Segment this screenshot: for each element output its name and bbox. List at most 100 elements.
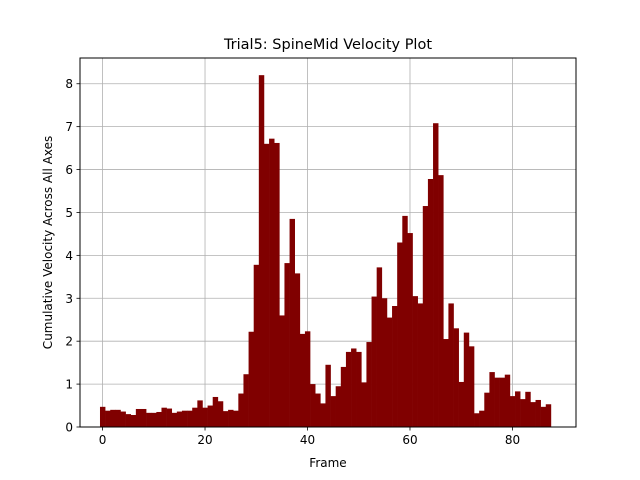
x-tick-labels: 0 20 40 60 80 [99,433,520,447]
bar [222,411,229,427]
bar [361,382,367,427]
bar [105,410,111,427]
bar [263,143,270,427]
x-tick-label: 80 [505,433,520,447]
bar [228,409,234,427]
bar [120,411,126,427]
bar [509,396,516,427]
y-tick-label: 6 [65,163,73,177]
bar [146,412,152,427]
bar [269,138,275,428]
bar [130,414,137,427]
bar [176,411,183,427]
bar [253,264,260,427]
x-tick-label: 0 [99,433,107,447]
bar [151,412,157,427]
bar [422,206,429,427]
bar [238,393,244,427]
bar [233,410,239,427]
bar [448,303,454,427]
bar [530,402,536,427]
bar [279,315,285,427]
y-axis-title: Cumulative Velocity Across All Axes [41,136,55,349]
bar [335,386,342,427]
bar [417,303,424,427]
bar [392,306,398,427]
bar [438,175,444,427]
bar [433,123,439,428]
bar [310,384,316,427]
bar [248,331,255,427]
bar [258,75,265,428]
bar [330,396,336,427]
bar [402,215,408,427]
bar [504,374,511,427]
bar [217,401,224,427]
grid-lines [80,58,576,428]
bar [474,413,480,427]
bar [135,408,142,427]
bar [494,377,500,427]
bar [299,333,306,427]
x-tick-label: 60 [402,433,417,447]
bar [110,409,116,427]
bar [115,409,121,427]
bar [187,410,193,427]
y-tick-label: 0 [65,421,73,435]
x-tick-label: 40 [300,433,315,447]
bar [371,296,377,427]
bar [468,346,475,427]
bar [161,407,167,427]
bar [386,317,393,427]
bar [315,393,321,427]
y-tick-labels: 0 1 2 3 4 5 6 7 8 [65,77,73,434]
bar [525,391,531,427]
bar [443,339,449,427]
y-tick-label: 2 [65,335,73,349]
y-tick-label: 4 [65,249,73,263]
bar [351,348,357,427]
bar [453,328,459,427]
bar [366,342,372,427]
bar [243,374,249,427]
bar [304,331,311,427]
bar [397,242,403,427]
bar [345,351,352,427]
bar [479,410,485,427]
bar [412,296,418,427]
bar [125,414,132,427]
bar [171,412,178,427]
x-axis-title: Frame [309,456,346,470]
bar [545,404,552,427]
y-tick-label: 1 [65,378,73,392]
bar [499,377,506,427]
bar [284,263,290,427]
x-tick-label: 20 [197,433,212,447]
bar [463,332,470,427]
tick-marks [76,83,513,431]
y-tick-label: 5 [65,206,73,220]
bar [294,273,301,427]
bar [156,411,162,427]
bar [212,396,219,427]
bar [540,406,547,427]
bar [325,364,331,427]
bar [289,218,295,427]
bar [197,400,203,427]
y-tick-label: 8 [65,77,73,91]
bar [535,399,541,427]
plot-frame [79,57,577,428]
y-tick-label: 7 [65,120,73,134]
bar [356,351,362,427]
bar [484,392,490,427]
bar [99,406,106,427]
bar [202,407,208,427]
bar [274,142,280,427]
bar [376,267,383,427]
bar [207,405,214,427]
bar [320,403,326,427]
chart-title: Trial5: SpineMid Velocity Plot [223,37,432,53]
bar [458,381,465,427]
y-tick-label: 3 [65,292,73,306]
